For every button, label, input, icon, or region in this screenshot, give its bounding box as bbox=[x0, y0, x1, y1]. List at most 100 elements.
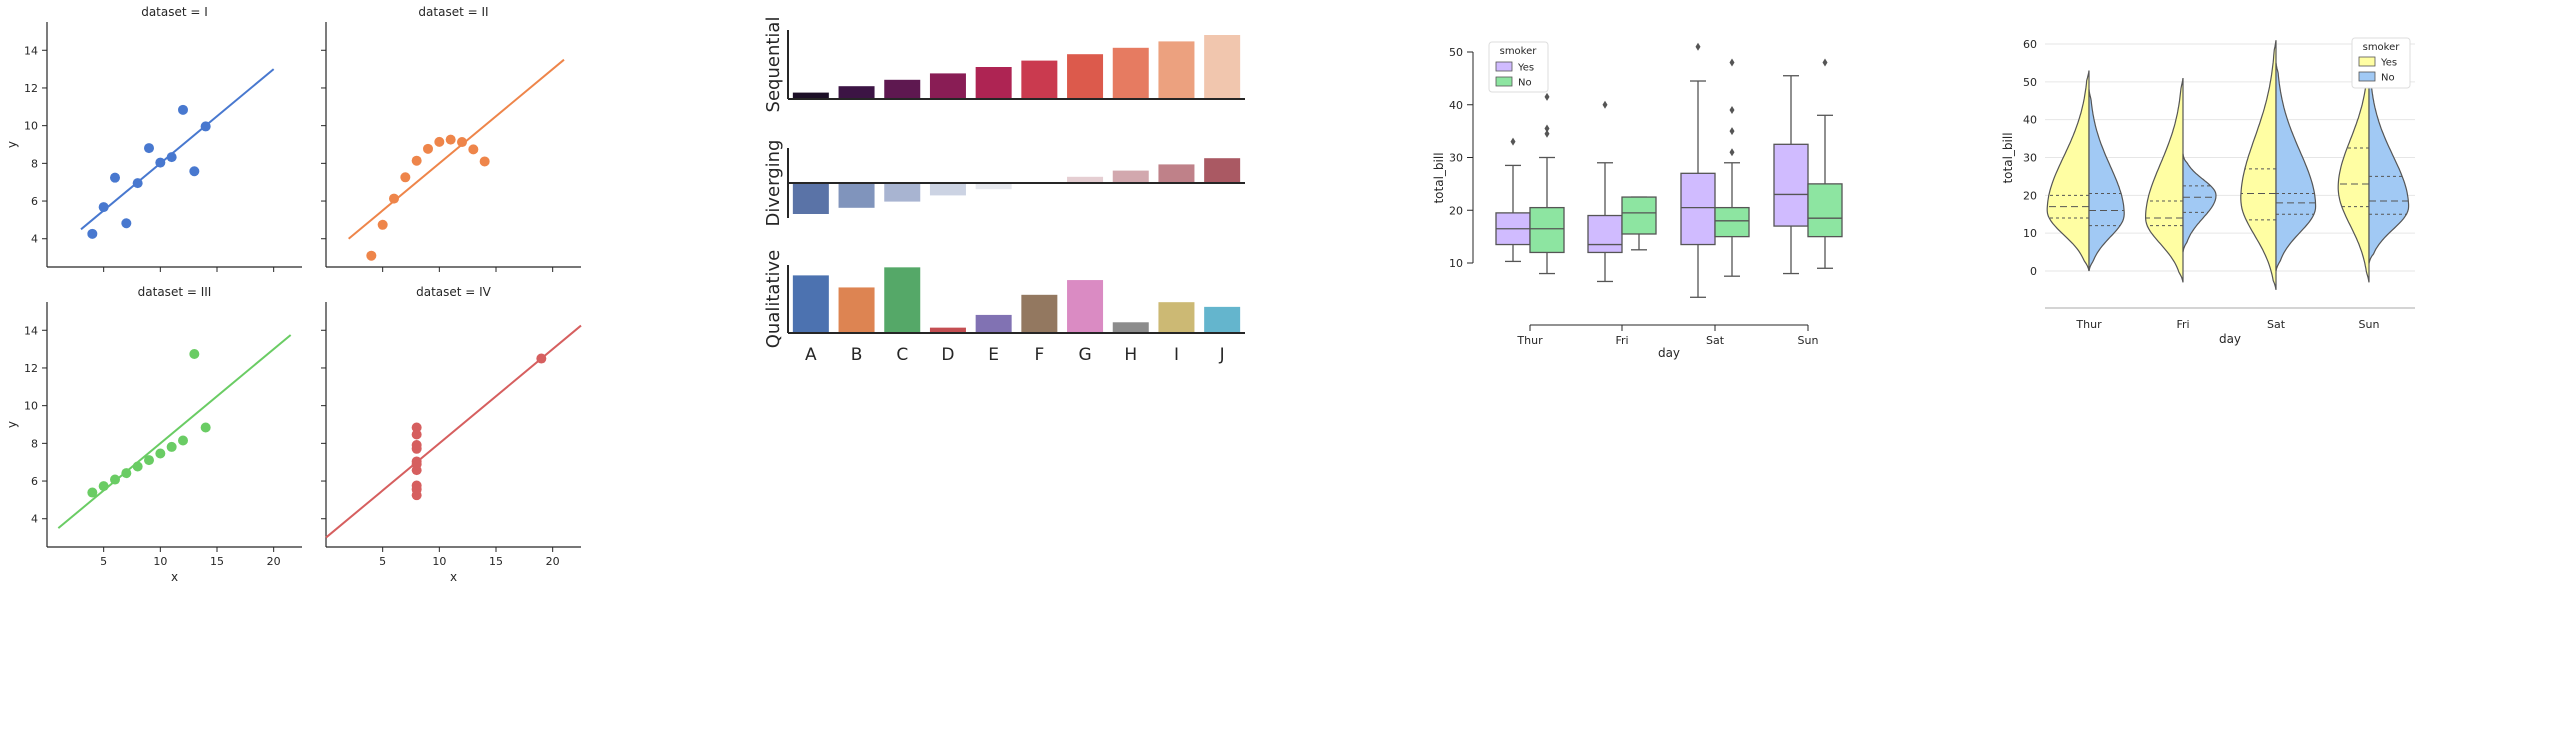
violin-body bbox=[2145, 78, 2184, 283]
violin-half bbox=[2275, 62, 2317, 272]
box-body bbox=[1680, 172, 1716, 246]
y-tick-label: 0 bbox=[2030, 265, 2037, 278]
bar bbox=[1204, 306, 1241, 333]
data-point bbox=[389, 193, 399, 204]
y-axis-label: total_bill bbox=[1432, 152, 1446, 203]
bar bbox=[884, 267, 921, 333]
y-tick-label: 12 bbox=[24, 362, 38, 375]
data-point bbox=[132, 461, 143, 472]
box-body bbox=[1714, 206, 1750, 238]
data-point bbox=[400, 172, 411, 183]
palette-panel: Sequential bbox=[763, 17, 1245, 112]
box-body bbox=[1587, 214, 1623, 254]
bar bbox=[975, 314, 1012, 333]
data-point bbox=[411, 459, 422, 470]
y-axis-label: total_bill bbox=[2001, 132, 2015, 183]
data-point bbox=[445, 134, 456, 145]
category-label: A bbox=[805, 345, 817, 365]
violin-half bbox=[2240, 40, 2277, 291]
data-point bbox=[166, 441, 177, 452]
category-label: D bbox=[941, 345, 954, 365]
data-point bbox=[144, 143, 154, 154]
data-point bbox=[411, 429, 422, 440]
legend-swatch bbox=[1495, 61, 1513, 72]
data-point bbox=[189, 349, 200, 360]
bar bbox=[884, 183, 921, 202]
y-tick-label: 20 bbox=[2023, 189, 2037, 202]
data-point bbox=[377, 219, 388, 230]
data-point bbox=[166, 152, 177, 163]
palette-panel: Qualitative bbox=[763, 250, 1245, 348]
outlier-point bbox=[1510, 137, 1516, 146]
y-tick-label: 60 bbox=[2023, 38, 2037, 51]
data-point bbox=[121, 218, 132, 229]
data-point bbox=[468, 144, 479, 155]
anscombe-facet-grid: dataset = I 4 6 8 10 12 14 y dataset = II dataset… bbox=[5, 5, 582, 584]
x-axis-label: x bbox=[171, 570, 178, 584]
bar bbox=[1204, 158, 1241, 183]
bar bbox=[1158, 302, 1195, 333]
x-tick-label: Fri bbox=[1615, 334, 1628, 347]
legend-label: No bbox=[2381, 73, 2395, 84]
x-tick-label: Sat bbox=[2267, 318, 2286, 331]
legend-title: smoker bbox=[2363, 42, 2401, 53]
box-body bbox=[1773, 143, 1809, 227]
y-tick-label: 4 bbox=[31, 233, 38, 246]
bar bbox=[884, 79, 921, 99]
violin-body bbox=[2046, 70, 2090, 272]
data-point bbox=[178, 435, 188, 446]
y-tick-label: 10 bbox=[1449, 257, 1463, 270]
data-point bbox=[155, 157, 166, 168]
data-point bbox=[411, 155, 422, 166]
box bbox=[1529, 92, 1565, 275]
y-tick-label: 4 bbox=[31, 513, 38, 526]
outlier-point bbox=[1729, 127, 1735, 136]
y-tick-label: 20 bbox=[1449, 204, 1463, 217]
violin-body bbox=[2182, 153, 2217, 253]
tips-boxplot: 10 20 30 40 50 total_bill Thur Fri Sat Sun day smok… bbox=[1432, 41, 1843, 360]
palette-panel: Diverging bbox=[763, 140, 1245, 227]
box bbox=[1773, 75, 1809, 275]
legend-swatch bbox=[2358, 56, 2376, 67]
outlier-point bbox=[1729, 58, 1735, 67]
data-point bbox=[132, 178, 143, 189]
data-point bbox=[423, 143, 433, 154]
y-tick-label: 40 bbox=[2023, 114, 2037, 127]
violin-half bbox=[2337, 62, 2370, 283]
data-point bbox=[434, 136, 445, 147]
data-point bbox=[411, 422, 422, 433]
bar bbox=[1112, 170, 1149, 183]
bar bbox=[792, 92, 829, 99]
data-point bbox=[200, 121, 211, 132]
violin-half bbox=[2088, 89, 2125, 272]
x-axis-label: day bbox=[1658, 346, 1680, 360]
violin-half bbox=[2182, 153, 2217, 253]
facet-panel: dataset = II bbox=[321, 5, 581, 272]
x-tick-label: Sat bbox=[1706, 334, 1725, 347]
outlier-point bbox=[1729, 106, 1735, 115]
bar bbox=[838, 86, 875, 99]
data-point bbox=[479, 156, 490, 167]
violin-body bbox=[2337, 62, 2370, 283]
category-label: E bbox=[988, 345, 999, 365]
legend-title: smoker bbox=[1500, 46, 1538, 57]
panel-label: Diverging bbox=[763, 140, 784, 227]
palette-bar-charts: Sequential Diverging Qualitative A B C D E F G H I J bbox=[763, 17, 1245, 365]
violin-body bbox=[2088, 89, 2125, 272]
data-point bbox=[178, 104, 188, 115]
data-point bbox=[536, 353, 547, 364]
y-tick-label: 6 bbox=[31, 195, 38, 208]
bar bbox=[838, 183, 875, 208]
x-tick-label: 20 bbox=[546, 555, 560, 568]
bar bbox=[1204, 35, 1241, 99]
bar bbox=[1158, 164, 1195, 183]
bar bbox=[1112, 47, 1149, 99]
category-label: B bbox=[851, 345, 863, 365]
y-tick-label: 14 bbox=[24, 324, 38, 337]
data-point bbox=[98, 481, 109, 492]
bar bbox=[929, 327, 966, 333]
category-label: C bbox=[896, 345, 908, 365]
bar bbox=[1021, 294, 1058, 333]
bar bbox=[929, 183, 966, 196]
facet-title: dataset = III bbox=[138, 285, 212, 299]
